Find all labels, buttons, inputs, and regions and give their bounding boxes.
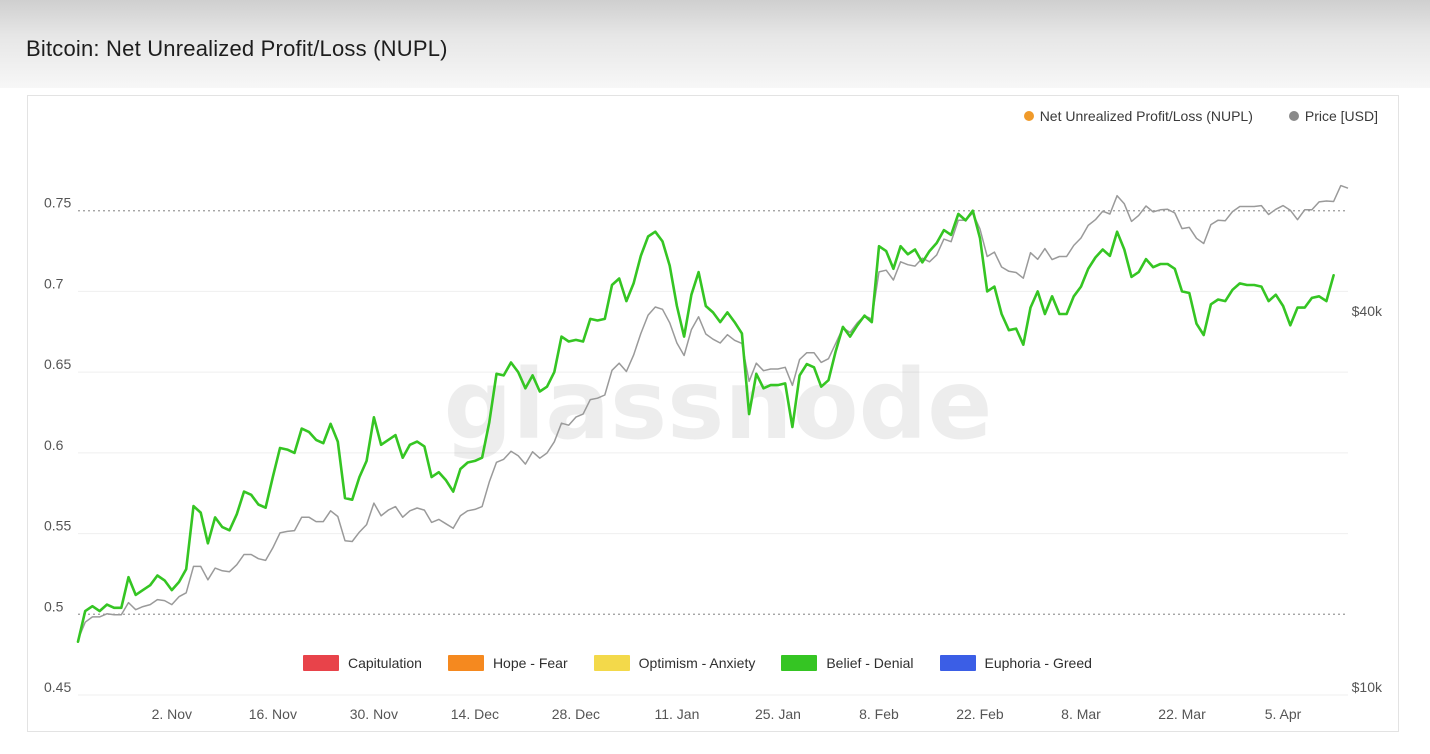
x-tick-label-8: 22. Feb — [956, 706, 1004, 722]
legend-label-price: Price [USD] — [1304, 108, 1378, 124]
swatch-optimism-anxiety — [593, 655, 630, 671]
zone-label-optimism-anxiety: Optimism - Anxiety — [638, 655, 756, 671]
legend-item-nupl[interactable]: Net Unrealized Profit/Loss (NUPL) — [1023, 108, 1253, 124]
legend-zones: Capitulation Hope - Fear Optimism - Anxi… — [303, 655, 1092, 671]
legend-zone-capitulation[interactable]: Capitulation — [303, 655, 422, 671]
header-band — [0, 0, 1430, 88]
x-axis-labels: 2. Nov 16. Nov 30. Nov 14. Dec 28. Dec 11. Ja… — [152, 706, 1302, 722]
y-right-axis-labels: $40k $10k — [1352, 303, 1383, 695]
x-tick-label-2: 30. Nov — [350, 706, 398, 722]
chart-card — [27, 95, 1399, 732]
legend-label-nupl: Net Unrealized Profit/Loss (NUPL) — [1039, 108, 1253, 124]
y-right-tick-label-0: $40k — [1352, 303, 1383, 319]
x-tick-label-7: 8. Feb — [859, 706, 899, 722]
y-tick-label-4: 0.55 — [44, 518, 71, 534]
zone-label-hope-fear: Hope - Fear — [492, 655, 568, 671]
legend-top: Net Unrealized Profit/Loss (NUPL) Price … — [1023, 108, 1378, 124]
y-tick-label-2: 0.65 — [44, 356, 71, 372]
y-tick-label-3: 0.6 — [44, 437, 64, 453]
y-tick-label-6: 0.45 — [44, 679, 71, 695]
zone-label-euphoria-greed: Euphoria - Greed — [984, 655, 1092, 671]
y-tick-label-5: 0.5 — [44, 598, 64, 614]
x-tick-label-5: 11. Jan — [654, 706, 699, 722]
legend-zone-hope-fear[interactable]: Hope - Fear — [447, 655, 568, 671]
price-line — [77, 184, 1349, 641]
x-tick-label-4: 28. Dec — [552, 706, 600, 722]
zone-label-belief-denial: Belief - Denial — [826, 655, 914, 671]
y-tick-label-0: 0.75 — [44, 195, 71, 211]
grid-layer — [78, 210, 1348, 696]
swatch-capitulation — [303, 655, 339, 671]
zone-label-capitulation: Capitulation — [348, 655, 422, 671]
x-tick-label-10: 22. Mar — [1158, 706, 1206, 722]
legend-zone-euphoria-greed[interactable]: Euphoria - Greed — [939, 655, 1092, 671]
y-axis-labels: 0.75 0.7 0.65 0.6 0.55 0.5 0.45 — [44, 195, 71, 695]
x-tick-label-1: 16. Nov — [249, 706, 297, 722]
legend-zone-belief-denial[interactable]: Belief - Denial — [781, 655, 914, 671]
y-tick-label-1: 0.7 — [44, 275, 64, 291]
legend-dot-nupl — [1023, 111, 1034, 121]
legend-dot-price — [1288, 111, 1299, 121]
y-right-tick-label-1: $10k — [1352, 679, 1383, 695]
x-tick-label-6: 25. Jan — [755, 706, 801, 722]
watermark-text: glassnode — [444, 349, 993, 461]
swatch-euphoria-greed — [939, 655, 976, 671]
legend-item-price[interactable]: Price [USD] — [1288, 108, 1378, 124]
x-tick-label-11: 5. Apr — [1265, 706, 1302, 722]
legend-zone-optimism-anxiety[interactable]: Optimism - Anxiety — [593, 655, 756, 671]
swatch-hope-fear — [447, 655, 484, 671]
x-tick-label-0: 2. Nov — [152, 706, 192, 722]
page-title: Bitcoin: Net Unrealized Profit/Loss (NUP… — [26, 36, 448, 61]
x-tick-label-9: 8. Mar — [1061, 706, 1101, 722]
series-layer — [76, 184, 1349, 644]
nupl-line-segment-1 — [76, 209, 1335, 644]
x-tick-label-3: 14. Dec — [451, 706, 499, 722]
swatch-belief-denial — [781, 655, 818, 671]
